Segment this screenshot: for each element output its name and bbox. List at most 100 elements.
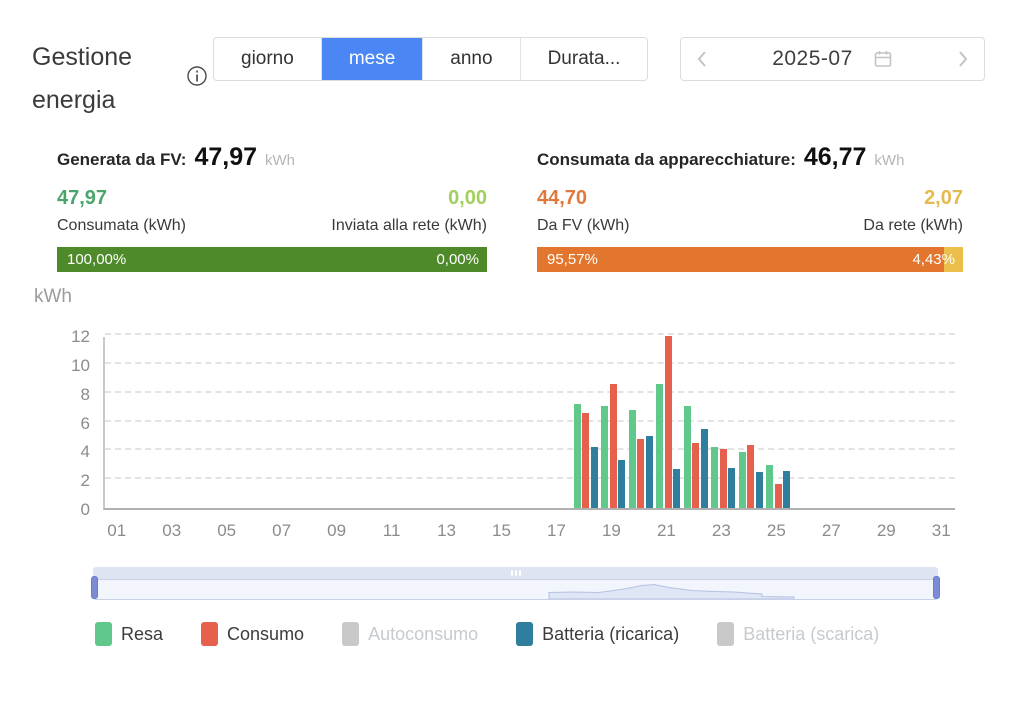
x-axis-tick-label: 17	[547, 521, 566, 540]
panel-total-value: 47,97	[194, 143, 257, 171]
progress-left-segment: 95,57%	[537, 247, 945, 272]
y-axis-tick-label: 4	[80, 442, 90, 462]
progress-right-percent: 0,00%	[436, 251, 479, 268]
y-axis-tick-label: 8	[80, 384, 90, 404]
bar-consumo-day-19[interactable]	[609, 384, 617, 508]
panel-unit: kWh	[874, 152, 905, 169]
legend-label: Autoconsumo	[368, 623, 479, 644]
bar-consumo-day-22[interactable]	[692, 443, 700, 508]
info-icon[interactable]	[186, 65, 208, 87]
stat-panel: Consumata da apparecchiature: 46,77 kWh …	[537, 143, 963, 272]
gridline	[105, 333, 955, 335]
progress-bar: 100,00% 0,00%	[57, 247, 487, 272]
tab-mese[interactable]: mese	[321, 38, 424, 80]
tab-group: giorno mese anno Durata...	[213, 37, 649, 81]
y-axis-tick-label: 0	[80, 500, 90, 519]
bar-batteria-ricarica-day-18[interactable]	[590, 447, 598, 508]
legend-item-resa[interactable]: Resa	[95, 622, 163, 646]
bar-consumo-day-18[interactable]	[582, 412, 590, 508]
legend-item-consumo[interactable]: Consumo	[201, 622, 304, 646]
bar-resa-day-21[interactable]	[656, 384, 664, 508]
legend-label: Batteria (ricarica)	[542, 623, 680, 644]
legend-label: Batteria (scarica)	[743, 623, 880, 644]
tab-anno[interactable]: anno	[423, 38, 521, 80]
x-axis-tick-label: 27	[821, 521, 841, 540]
datazoom-left-handle[interactable]	[91, 576, 98, 599]
page-title-line1: Gestione	[32, 43, 133, 71]
page-title-line2: energia	[32, 86, 116, 114]
bar-consumo-day-24[interactable]	[747, 444, 755, 508]
legend-swatch	[516, 622, 534, 646]
datazoom-slider[interactable]	[91, 567, 940, 600]
y-axis-unit-label: kWh	[34, 286, 72, 307]
bar-batteria-ricarica-day-25[interactable]	[783, 470, 791, 508]
bar-resa-day-22[interactable]	[683, 405, 691, 508]
bar-batteria-ricarica-day-22[interactable]	[700, 428, 708, 508]
panel-left-label: Da FV (kWh)	[537, 217, 630, 234]
x-axis-tick-label: 05	[217, 521, 237, 540]
gridline	[105, 390, 955, 393]
bar-consumo-day-23[interactable]	[719, 448, 727, 508]
panel-right-label: Da rete (kWh)	[863, 217, 963, 234]
plot-area	[103, 333, 955, 510]
legend-item-batteria-ricarica[interactable]: Batteria (ricarica)	[516, 622, 679, 646]
bar-batteria-ricarica-day-21[interactable]	[673, 469, 681, 508]
date-value[interactable]: 2025-07	[772, 47, 853, 70]
bar-batteria-ricarica-day-23[interactable]	[728, 467, 736, 508]
x-axis-tick-label: 13	[437, 521, 457, 540]
x-axis-tick-label: 31	[931, 521, 951, 540]
progress-left-segment: 100,00%	[57, 247, 487, 272]
bar-consumo-day-21[interactable]	[664, 336, 672, 508]
bar-resa-day-19[interactable]	[601, 405, 609, 508]
x-axis-tick-label: 19	[601, 521, 621, 540]
y-axis-tick-label: 2	[80, 471, 90, 491]
bar-batteria-ricarica-day-24[interactable]	[755, 471, 763, 508]
panel-total-value: 46,77	[803, 143, 867, 171]
bar-resa-day-20[interactable]	[628, 409, 636, 508]
gridline	[105, 477, 955, 480]
x-axis-tick-label: 29	[876, 521, 896, 540]
legend-item-batteria-scarica[interactable]: Batteria (scarica)	[717, 622, 879, 646]
bar-consumo-day-25[interactable]	[774, 483, 782, 508]
x-axis-tick-label: 09	[327, 521, 347, 540]
datazoom-move-handle[interactable]	[93, 567, 938, 579]
bar-resa-day-18[interactable]	[573, 404, 581, 508]
gridline	[105, 361, 955, 364]
datazoom-track[interactable]	[93, 579, 938, 600]
bar-consumo-day-20[interactable]	[637, 438, 645, 508]
legend-item-autoconsumo[interactable]: Autoconsumo	[342, 622, 478, 646]
x-axis-tick-label: 15	[492, 521, 511, 540]
datazoom-preview-sparkline	[548, 583, 795, 599]
chart-legend: Resa Consumo Autoconsumo Batteria (ricarica…	[95, 622, 879, 646]
progress-left-percent: 100,00%	[67, 251, 127, 268]
bar-batteria-ricarica-day-19[interactable]	[618, 460, 626, 508]
panel-right-label: Inviata alla rete (kWh)	[331, 217, 487, 234]
legend-swatch	[201, 622, 219, 646]
datazoom-right-handle[interactable]	[933, 576, 940, 599]
panel-title: Generata da FV:	[57, 150, 187, 169]
x-axis-tick-label: 21	[656, 521, 676, 540]
x-axis-tick-label: 07	[272, 521, 292, 540]
panel-right-value: 2,07	[924, 187, 963, 209]
legend-label: Consumo	[227, 623, 305, 644]
x-axis-tick-label: 25	[766, 521, 786, 540]
tab-giorno[interactable]: giorno	[214, 38, 322, 80]
bar-resa-day-23[interactable]	[711, 447, 719, 508]
calendar-icon[interactable]	[873, 49, 893, 69]
bar-resa-day-25[interactable]	[766, 464, 774, 508]
x-axis-tick-label: 03	[162, 521, 182, 540]
gridline	[105, 448, 955, 451]
panel-left-label: Consumata (kWh)	[57, 217, 186, 234]
page-title: Gestione energia	[32, 36, 132, 122]
date-next-button[interactable]	[956, 48, 970, 70]
date-prev-button[interactable]	[695, 48, 709, 70]
tab-durata[interactable]: Durata...	[547, 48, 621, 69]
panel-title: Consumata da apparecchiature:	[537, 150, 796, 169]
x-axis-tick-label: 01	[107, 521, 127, 540]
bar-resa-day-24[interactable]	[738, 451, 746, 508]
bar-batteria-ricarica-day-20[interactable]	[645, 435, 653, 508]
y-axis-tick-label: 6	[80, 413, 90, 433]
progress-bar: 95,57% 4,43%	[537, 247, 963, 272]
x-axis-tick-label: 23	[711, 521, 731, 540]
